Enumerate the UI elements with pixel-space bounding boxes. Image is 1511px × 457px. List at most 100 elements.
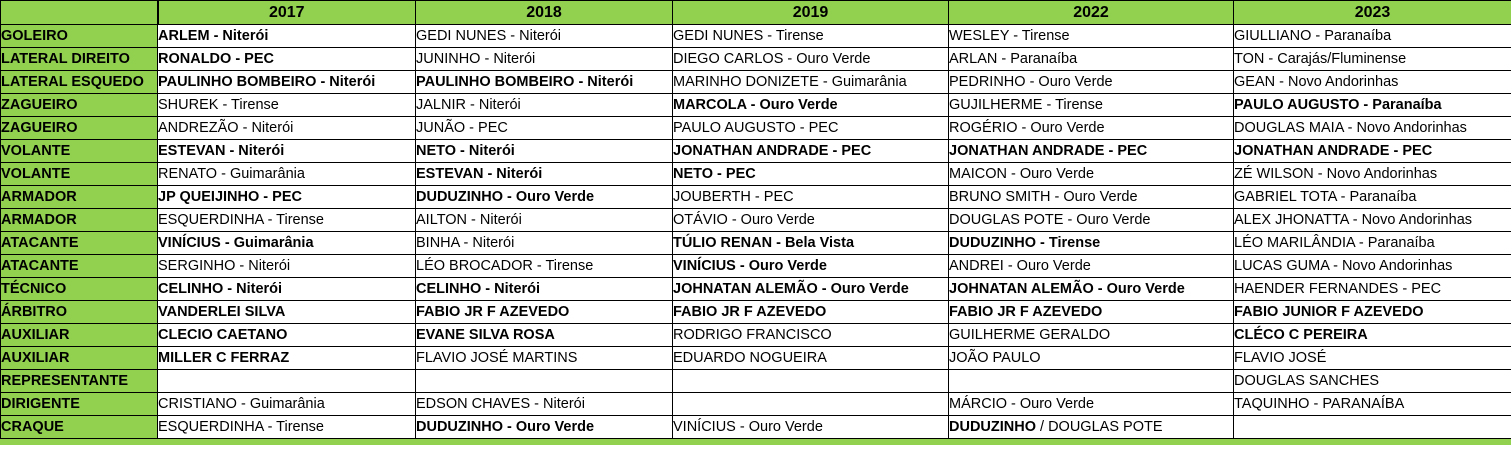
player-name: JOHNATAN ALEMÃO - Ouro Verde — [673, 281, 909, 297]
player-cell: TÚLIO RENAN - Bela Vista — [672, 231, 949, 255]
player-name: PAULO AUGUSTO - Paranaíba — [1234, 97, 1442, 113]
player-name: LUCAS GUMA - Novo Andorinhas — [1234, 258, 1453, 274]
player-cell: MARCOLA - Ouro Verde — [672, 93, 949, 117]
player-name: LÉO MARILÂNDIA - Paranaíba — [1234, 235, 1435, 251]
player-cell: JONATHAN ANDRADE - PEC — [948, 139, 1234, 163]
table-row: LATERAL DIREITO RONALDO - PEC JUNINHO - Ni… — [0, 47, 1511, 71]
player-cell: CELINHO - Niterói — [415, 277, 673, 301]
next-row-sliver — [0, 439, 1511, 445]
table-body: GOLEIRO ARLEM - Niterói GEDI NUNES - Niter… — [0, 24, 1511, 439]
player-cell: AILTON - Niterói — [415, 208, 673, 232]
player-name: JONATHAN ANDRADE - PEC — [673, 143, 872, 159]
player-cell: NETO - PEC — [672, 162, 949, 186]
table-row: VOLANTE ESTEVAN - Niterói NETO - Niterói JO… — [0, 139, 1511, 163]
player-cell: FABIO JR F AZEVEDO — [672, 300, 949, 324]
player-name: TON - Carajás/Fluminense — [1234, 51, 1407, 67]
player-name: GABRIEL TOTA - Paranaíba — [1234, 189, 1417, 205]
player-cell: BRUNO SMITH - Ouro Verde — [948, 185, 1234, 209]
position-label: REPRESENTANTE — [0, 369, 158, 393]
position-label: DIRIGENTE — [0, 392, 158, 416]
player-name: DUDUZINHO - Ouro Verde — [416, 419, 595, 435]
player-cell: GUJILHERME - Tirense — [948, 93, 1234, 117]
header-row: 2017 2018 2019 2022 2023 — [0, 0, 1511, 25]
player-name: ANDREZÃO - Niterói — [158, 120, 294, 136]
player-cell: GEAN - Novo Andorinhas — [1233, 70, 1511, 94]
player-name: PAULINHO BOMBEIRO - Niterói — [416, 74, 634, 90]
player-cell: VANDERLEI SILVA — [157, 300, 416, 324]
table-row: CRAQUE ESQUERDINHA - Tirense DUDUZINHO - O… — [0, 415, 1511, 439]
player-name: ANDREI - Ouro Verde — [949, 258, 1091, 274]
player-name: PEDRINHO - Ouro Verde — [949, 74, 1113, 90]
player-cell: ESTEVAN - Niterói — [415, 162, 673, 186]
player-name: LÉO BROCADOR - Tirense — [416, 258, 594, 274]
player-cell: ANDREI - Ouro Verde — [948, 254, 1234, 278]
player-cell: LUCAS GUMA - Novo Andorinhas — [1233, 254, 1511, 278]
player-cell: SERGINHO - Niterói — [157, 254, 416, 278]
player-name: WESLEY - Tirense — [949, 28, 1070, 44]
player-cell: MAICON - Ouro Verde — [948, 162, 1234, 186]
player-name: JUNINHO - Niterói — [416, 51, 536, 67]
player-cell: ESQUERDINHA - Tirense — [157, 208, 416, 232]
player-cell: CLÉCO C PEREIRA — [1233, 323, 1511, 347]
player-cell — [672, 369, 949, 393]
player-cell: EVANE SILVA ROSA — [415, 323, 673, 347]
player-cell — [672, 392, 949, 416]
position-label: TÉCNICO — [0, 277, 158, 301]
player-name: SERGINHO - Niterói — [158, 258, 291, 274]
player-name: GEDI NUNES - Tirense — [673, 28, 824, 44]
player-name: NETO - Niterói — [416, 143, 515, 159]
table-row: DIRIGENTE CRISTIANO - Guimarânia EDSON CHA… — [0, 392, 1511, 416]
table-row: ARMADOR JP QUEIJINHO - PEC DUDUZINHO - Our… — [0, 185, 1511, 209]
player-name: JALNIR - Niterói — [416, 97, 521, 113]
player-name: TAQUINHO - PARANAÍBA — [1234, 396, 1405, 412]
player-name: MARINHO DONIZETE - Guimarânia — [673, 74, 907, 90]
player-cell: VINÍCIUS - Guimarânia — [157, 231, 416, 255]
player-cell: FABIO JR F AZEVEDO — [415, 300, 673, 324]
player-cell: MÁRCIO - Ouro Verde — [948, 392, 1234, 416]
player-name: BINHA - Niterói — [416, 235, 515, 251]
player-cell: CRISTIANO - Guimarânia — [157, 392, 416, 416]
player-name: JP QUEIJINHO - PEC — [158, 189, 302, 205]
player-cell: JOHNATAN ALEMÃO - Ouro Verde — [672, 277, 949, 301]
player-cell — [415, 369, 673, 393]
player-name: ALEX JHONATTA - Novo Andorinhas — [1234, 212, 1473, 228]
year-header-2018: 2018 — [415, 0, 673, 25]
year-header-2022: 2022 — [948, 0, 1234, 25]
position-label: ÁRBITRO — [0, 300, 158, 324]
player-name: VINÍCIUS - Ouro Verde — [673, 419, 823, 435]
player-cell: JOÃO PAULO — [948, 346, 1234, 370]
player-name: CELINHO - Niterói — [416, 281, 541, 297]
awards-table: 2017 2018 2019 2022 2023 GOLEIRO ARLEM - … — [0, 0, 1511, 439]
player-name: JOÃO PAULO — [949, 350, 1041, 366]
player-cell: DUDUZINHO - Ouro Verde — [415, 185, 673, 209]
position-label: ARMADOR — [0, 208, 158, 232]
player-cell: DIEGO CARLOS - Ouro Verde — [672, 47, 949, 71]
player-cell: JONATHAN ANDRADE - PEC — [1233, 139, 1511, 163]
player-cell: DOUGLAS MAIA - Novo Andorinhas — [1233, 116, 1511, 140]
player-name: MAICON - Ouro Verde — [949, 166, 1095, 182]
table-row: ATACANTE VINÍCIUS - Guimarânia BINHA - Nit… — [0, 231, 1511, 255]
player-cell: PAULO AUGUSTO - PEC — [672, 116, 949, 140]
player-cell: MARINHO DONIZETE - Guimarânia — [672, 70, 949, 94]
player-cell: HAENDER FERNANDES - PEC — [1233, 277, 1511, 301]
player-name: ESQUERDINHA - Tirense — [158, 419, 325, 435]
player-name: ZÉ WILSON - Novo Andorinhas — [1234, 166, 1438, 182]
player-name: FLAVIO JOSÉ — [1234, 350, 1327, 366]
player-name: VINÍCIUS - Guimarânia — [158, 235, 314, 251]
player-cell — [1233, 415, 1511, 439]
player-cell: DUDUZINHO - Ouro Verde — [415, 415, 673, 439]
player-cell: GUILHERME GERALDO — [948, 323, 1234, 347]
player-name: GEDI NUNES - Niterói — [416, 28, 562, 44]
player-cell: CLECIO CAETANO — [157, 323, 416, 347]
player-name: MÁRCIO - Ouro Verde — [949, 396, 1095, 412]
player-cell: ANDREZÃO - Niterói — [157, 116, 416, 140]
player-name: DUDUZINHO — [949, 419, 1041, 435]
player-name: JOHNATAN ALEMÃO - Ouro Verde — [949, 281, 1185, 297]
table-row: LATERAL ESQUEDO PAULINHO BOMBEIRO - Niter… — [0, 70, 1511, 94]
player-name: OTÁVIO - Ouro Verde — [673, 212, 815, 228]
player-name: ROGÉRIO - Ouro Verde — [949, 120, 1105, 136]
player-name: ARLEM - Niterói — [158, 28, 269, 44]
position-label: ATACANTE — [0, 231, 158, 255]
player-name: RENATO - Guimarânia — [158, 166, 305, 182]
player-cell: JALNIR - Niterói — [415, 93, 673, 117]
